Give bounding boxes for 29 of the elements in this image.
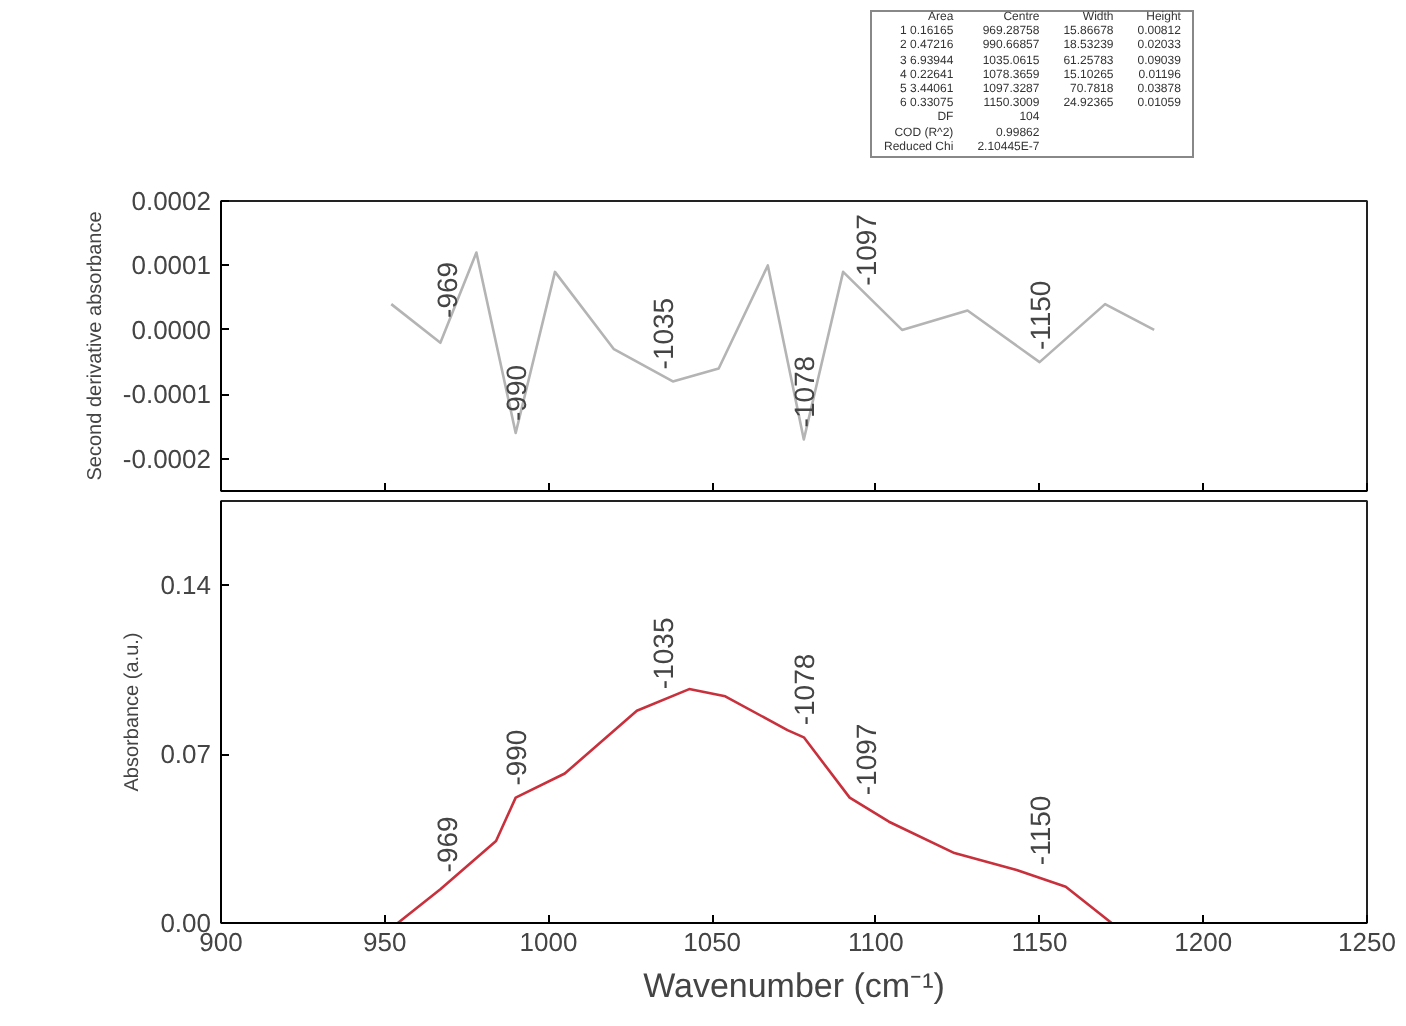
y-tick-label: -0.0001 xyxy=(122,379,212,410)
y-tick-label: -0.0002 xyxy=(122,443,212,474)
annotation: -1150 xyxy=(1023,795,1056,866)
y-axis-title: Absorbance (a.u.) xyxy=(122,632,145,792)
annotation: -1150 xyxy=(1023,280,1056,351)
y-tick-label: 0.0001 xyxy=(131,250,212,281)
x-tick-label: 1200 xyxy=(1174,927,1233,957)
annotation: -1078 xyxy=(787,355,820,428)
y-tick-label: 0.14 xyxy=(160,570,212,601)
y-tick-label: 0.0002 xyxy=(131,186,212,216)
x-tick-label: 1150 xyxy=(1011,927,1068,957)
annotation: -1097 xyxy=(850,213,883,286)
annotation: -990 xyxy=(499,729,532,786)
annotation: -969 xyxy=(430,815,463,873)
x-tick-label: 1000 xyxy=(519,927,578,957)
y-tick-label: 0.0000 xyxy=(131,314,212,345)
annotation: -1035 xyxy=(647,617,680,690)
y-axis-title: Second derivative absorbance xyxy=(84,210,107,481)
x-axis-title: Wavenumber (cm⁻¹) xyxy=(643,967,945,1005)
x-tick-label: 1050 xyxy=(683,927,742,957)
x-tick-label: 1250 xyxy=(1338,927,1396,957)
x-tick-label: 1100 xyxy=(847,927,904,957)
annotation: -990 xyxy=(499,364,532,421)
x-tick-label: 950 xyxy=(363,927,407,957)
annotation: -1078 xyxy=(787,653,820,726)
annotation: -1035 xyxy=(647,297,680,370)
annotation: -969 xyxy=(430,261,463,318)
annotation: -1097 xyxy=(850,723,883,796)
y-tick-label: 0.07 xyxy=(160,739,212,770)
